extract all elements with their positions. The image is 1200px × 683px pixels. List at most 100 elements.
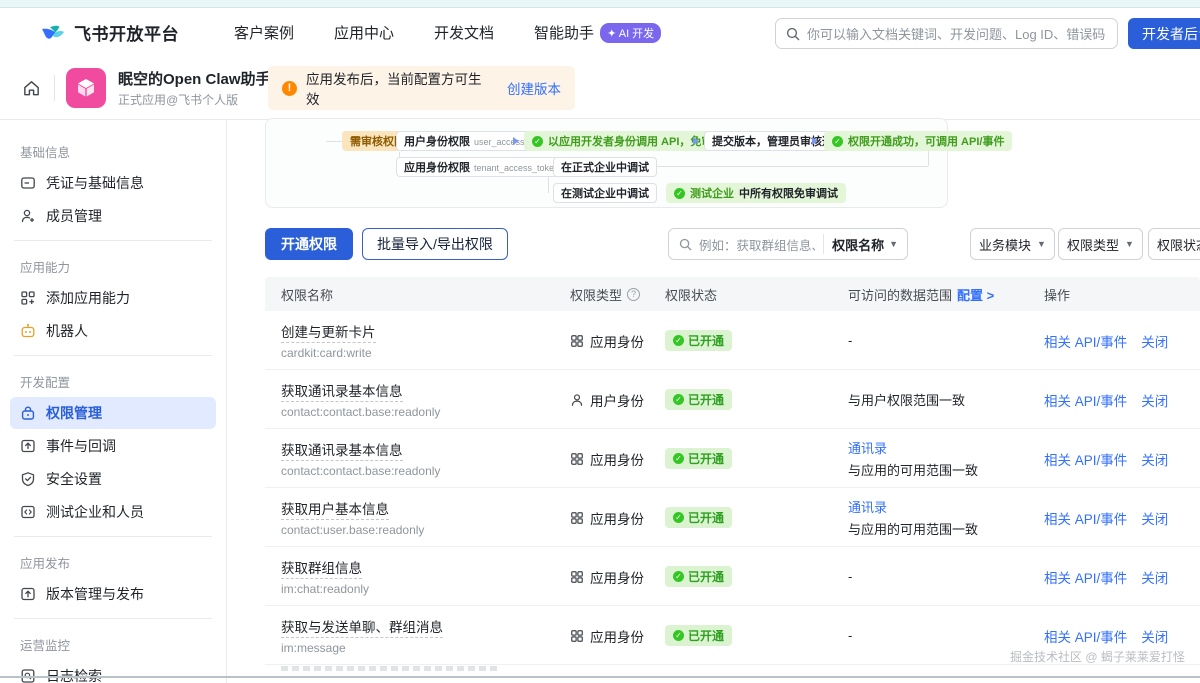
app-name: 眠空的Open Claw助手 xyxy=(118,71,271,88)
flow-review-badge: 需审核权限 xyxy=(342,131,413,151)
table-header: 权限名称 权限类型 ? 权限状态 可访问的数据范围 配置 > 操作 xyxy=(265,277,1200,311)
scope-contacts-link[interactable]: 通讯录 xyxy=(848,441,888,456)
scope-value: - xyxy=(848,569,853,584)
app-header: 眠空的Open Claw助手 待上线 正式应用@飞书个人版 ! 应用发布后，当前… xyxy=(0,57,1200,120)
permission-search-placeholder: 例如：获取群组信息、im:cha... xyxy=(699,238,815,253)
global-search-input[interactable]: 你可以输入文档关键词、开发问题、Log ID、错误码 xyxy=(775,18,1118,49)
chevron-down-icon: ▼ xyxy=(1037,239,1046,249)
status-badge: ✓ 已开通 xyxy=(665,448,733,469)
permission-code: contact:user.base:readonly xyxy=(281,523,425,537)
event-callback-icon xyxy=(20,438,36,454)
flow-connector xyxy=(928,145,929,166)
table-row: 获取与发送单聊、群组消息 im:message 应用身份 ✓ 已开通 - 相关 AP… xyxy=(265,606,1200,665)
check-circle-icon: ✓ xyxy=(673,571,684,582)
related-api-link[interactable]: 相关 API/事件 xyxy=(1044,511,1128,527)
column-permission-type: 权限类型 ? xyxy=(570,277,641,311)
permission-search-box[interactable]: 例如：获取群组信息、im:cha... 权限名称 ▼ xyxy=(668,228,908,260)
permission-name[interactable]: 获取通讯录基本信息 xyxy=(281,380,403,402)
sidebar-divider xyxy=(14,240,212,241)
permission-name[interactable]: 创建与更新卡片 xyxy=(281,321,376,343)
sidebar-item-label: 安全设置 xyxy=(46,471,102,487)
column-actions: 操作 xyxy=(1044,287,1071,303)
filter-permission-type[interactable]: 权限类型 ▼ xyxy=(1058,228,1143,260)
app-identity-icon xyxy=(571,452,583,465)
flow-opened-pill: ✓ 权限开通成功，可调用 API/事件 xyxy=(824,131,1013,151)
global-search-placeholder: 你可以输入文档关键词、开发问题、Log ID、错误码 xyxy=(807,27,1106,42)
table-row: 获取用户基本信息 contact:user.base:readonly 应用身份 … xyxy=(265,488,1200,547)
flow-formal-test-box: 在正式企业中调试 xyxy=(553,157,657,177)
scope-contacts-link[interactable]: 通讯录 xyxy=(848,500,888,515)
close-permission-link[interactable]: 关闭 xyxy=(1141,629,1169,645)
related-api-link[interactable]: 相关 API/事件 xyxy=(1044,393,1128,409)
nav-dev-docs[interactable]: 开发文档 xyxy=(434,25,495,42)
banner-text: 应用发布后，当前配置方可生效 xyxy=(306,72,482,107)
help-icon[interactable]: ? xyxy=(627,287,641,301)
permission-type: 应用身份 xyxy=(590,334,644,350)
check-circle-icon: ✓ xyxy=(532,135,543,147)
sidebar-item-test-enterprise[interactable]: 测试企业和人员 xyxy=(10,496,216,528)
sidebar-item-members[interactable]: 成员管理 xyxy=(10,200,216,232)
filter-business-module[interactable]: 业务模块 ▼ xyxy=(970,228,1055,260)
publish-warning-banner: ! 应用发布后，当前配置方可生效 创建版本 xyxy=(268,66,575,110)
sidebar-item-credentials[interactable]: 凭证与基础信息 xyxy=(10,167,216,199)
flow-connector xyxy=(326,141,342,142)
related-api-link[interactable]: 相关 API/事件 xyxy=(1044,334,1128,350)
close-permission-link[interactable]: 关闭 xyxy=(1141,393,1169,409)
sidebar-item-permissions[interactable]: 权限管理 xyxy=(10,397,216,429)
check-circle-icon: ✓ xyxy=(832,135,843,147)
scope-value: - xyxy=(848,333,853,348)
table-row: 获取通讯录基本信息 contact:contact.base:readonly 用… xyxy=(265,370,1200,429)
filter-permission-status[interactable]: 权限状态▼ xyxy=(1148,228,1200,260)
topnav-menu: 客户案例 应用中心 开发文档 智能助手 ✦ AI 开发 xyxy=(234,22,662,43)
close-permission-link[interactable]: 关闭 xyxy=(1141,511,1169,527)
app-subtitle: 正式应用@飞书个人版 xyxy=(118,93,239,107)
permission-code: im:chat:readonly xyxy=(281,582,370,596)
permission-name[interactable]: 获取群组信息 xyxy=(281,557,362,579)
nav-ai-assistant[interactable]: 智能助手 ✦ AI 开发 xyxy=(534,22,662,43)
close-permission-link[interactable]: 关闭 xyxy=(1141,570,1169,586)
permission-type: 应用身份 xyxy=(590,452,644,468)
status-badge: ✓ 已开通 xyxy=(665,507,733,528)
sidebar-item-events[interactable]: 事件与回调 xyxy=(10,430,216,462)
related-api-link[interactable]: 相关 API/事件 xyxy=(1044,452,1128,468)
open-permission-button[interactable]: 开通权限 xyxy=(265,228,353,260)
sidebar-item-add-capability[interactable]: 添加应用能力 xyxy=(10,282,216,314)
sidebar-item-security[interactable]: 安全设置 xyxy=(10,463,216,495)
create-version-link[interactable]: 创建版本 xyxy=(507,82,561,97)
flow-arrow-icon xyxy=(693,137,699,145)
sidebar-item-label: 机器人 xyxy=(46,323,88,339)
scope-value: 与用户权限范围一致 xyxy=(848,393,966,408)
sidebar-item-bot[interactable]: 机器人 xyxy=(10,315,216,347)
search-field-select[interactable]: 权限名称 ▼ xyxy=(832,237,898,253)
search-divider xyxy=(823,234,825,254)
related-api-link[interactable]: 相关 API/事件 xyxy=(1044,629,1128,645)
sidebar-item-version-publish[interactable]: 版本管理与发布 xyxy=(10,578,216,610)
close-permission-link[interactable]: 关闭 xyxy=(1141,452,1169,468)
nav-customer-cases[interactable]: 客户案例 xyxy=(234,25,295,42)
check-circle-icon: ✓ xyxy=(673,512,684,523)
permission-name[interactable]: 获取与发送单聊、群组消息 xyxy=(281,616,443,638)
app-identity-icon xyxy=(571,334,583,347)
feishu-logo[interactable]: 飞书开放平台 xyxy=(40,20,179,45)
permission-name[interactable]: 获取用户基本信息 xyxy=(281,498,389,520)
batch-import-export-button[interactable]: 批量导入/导出权限 xyxy=(362,228,508,260)
partial-next-row xyxy=(281,666,501,671)
check-circle-icon: ✓ xyxy=(673,394,684,405)
sidebar-item-log-search[interactable]: 日志检索 xyxy=(10,660,216,683)
permission-code: contact:contact.base:readonly xyxy=(281,405,441,419)
permission-name[interactable]: 获取通讯录基本信息 xyxy=(281,439,403,461)
scope-config-link[interactable]: 配置 > xyxy=(957,287,995,303)
sidebar-item-label: 测试企业和人员 xyxy=(46,504,144,520)
flow-test-enterprise-box: 在测试企业中调试 xyxy=(553,183,657,203)
related-api-link[interactable]: 相关 API/事件 xyxy=(1044,570,1128,586)
nav-app-center[interactable]: 应用中心 xyxy=(334,25,395,42)
search-icon xyxy=(679,238,692,251)
close-permission-link[interactable]: 关闭 xyxy=(1141,334,1169,350)
developer-console-button[interactable]: 开发者后台 xyxy=(1128,18,1200,49)
window-bottom-edge xyxy=(0,676,1200,678)
scope-sub: 与应用的可用范围一致 xyxy=(848,463,979,478)
sidebar-item-label: 日志检索 xyxy=(46,666,102,683)
permission-code: im:message xyxy=(281,641,346,655)
watermark-text: 掘金技术社区 @ 蝎子莱莱爱打怪 xyxy=(1010,650,1185,664)
home-button[interactable] xyxy=(18,75,44,101)
